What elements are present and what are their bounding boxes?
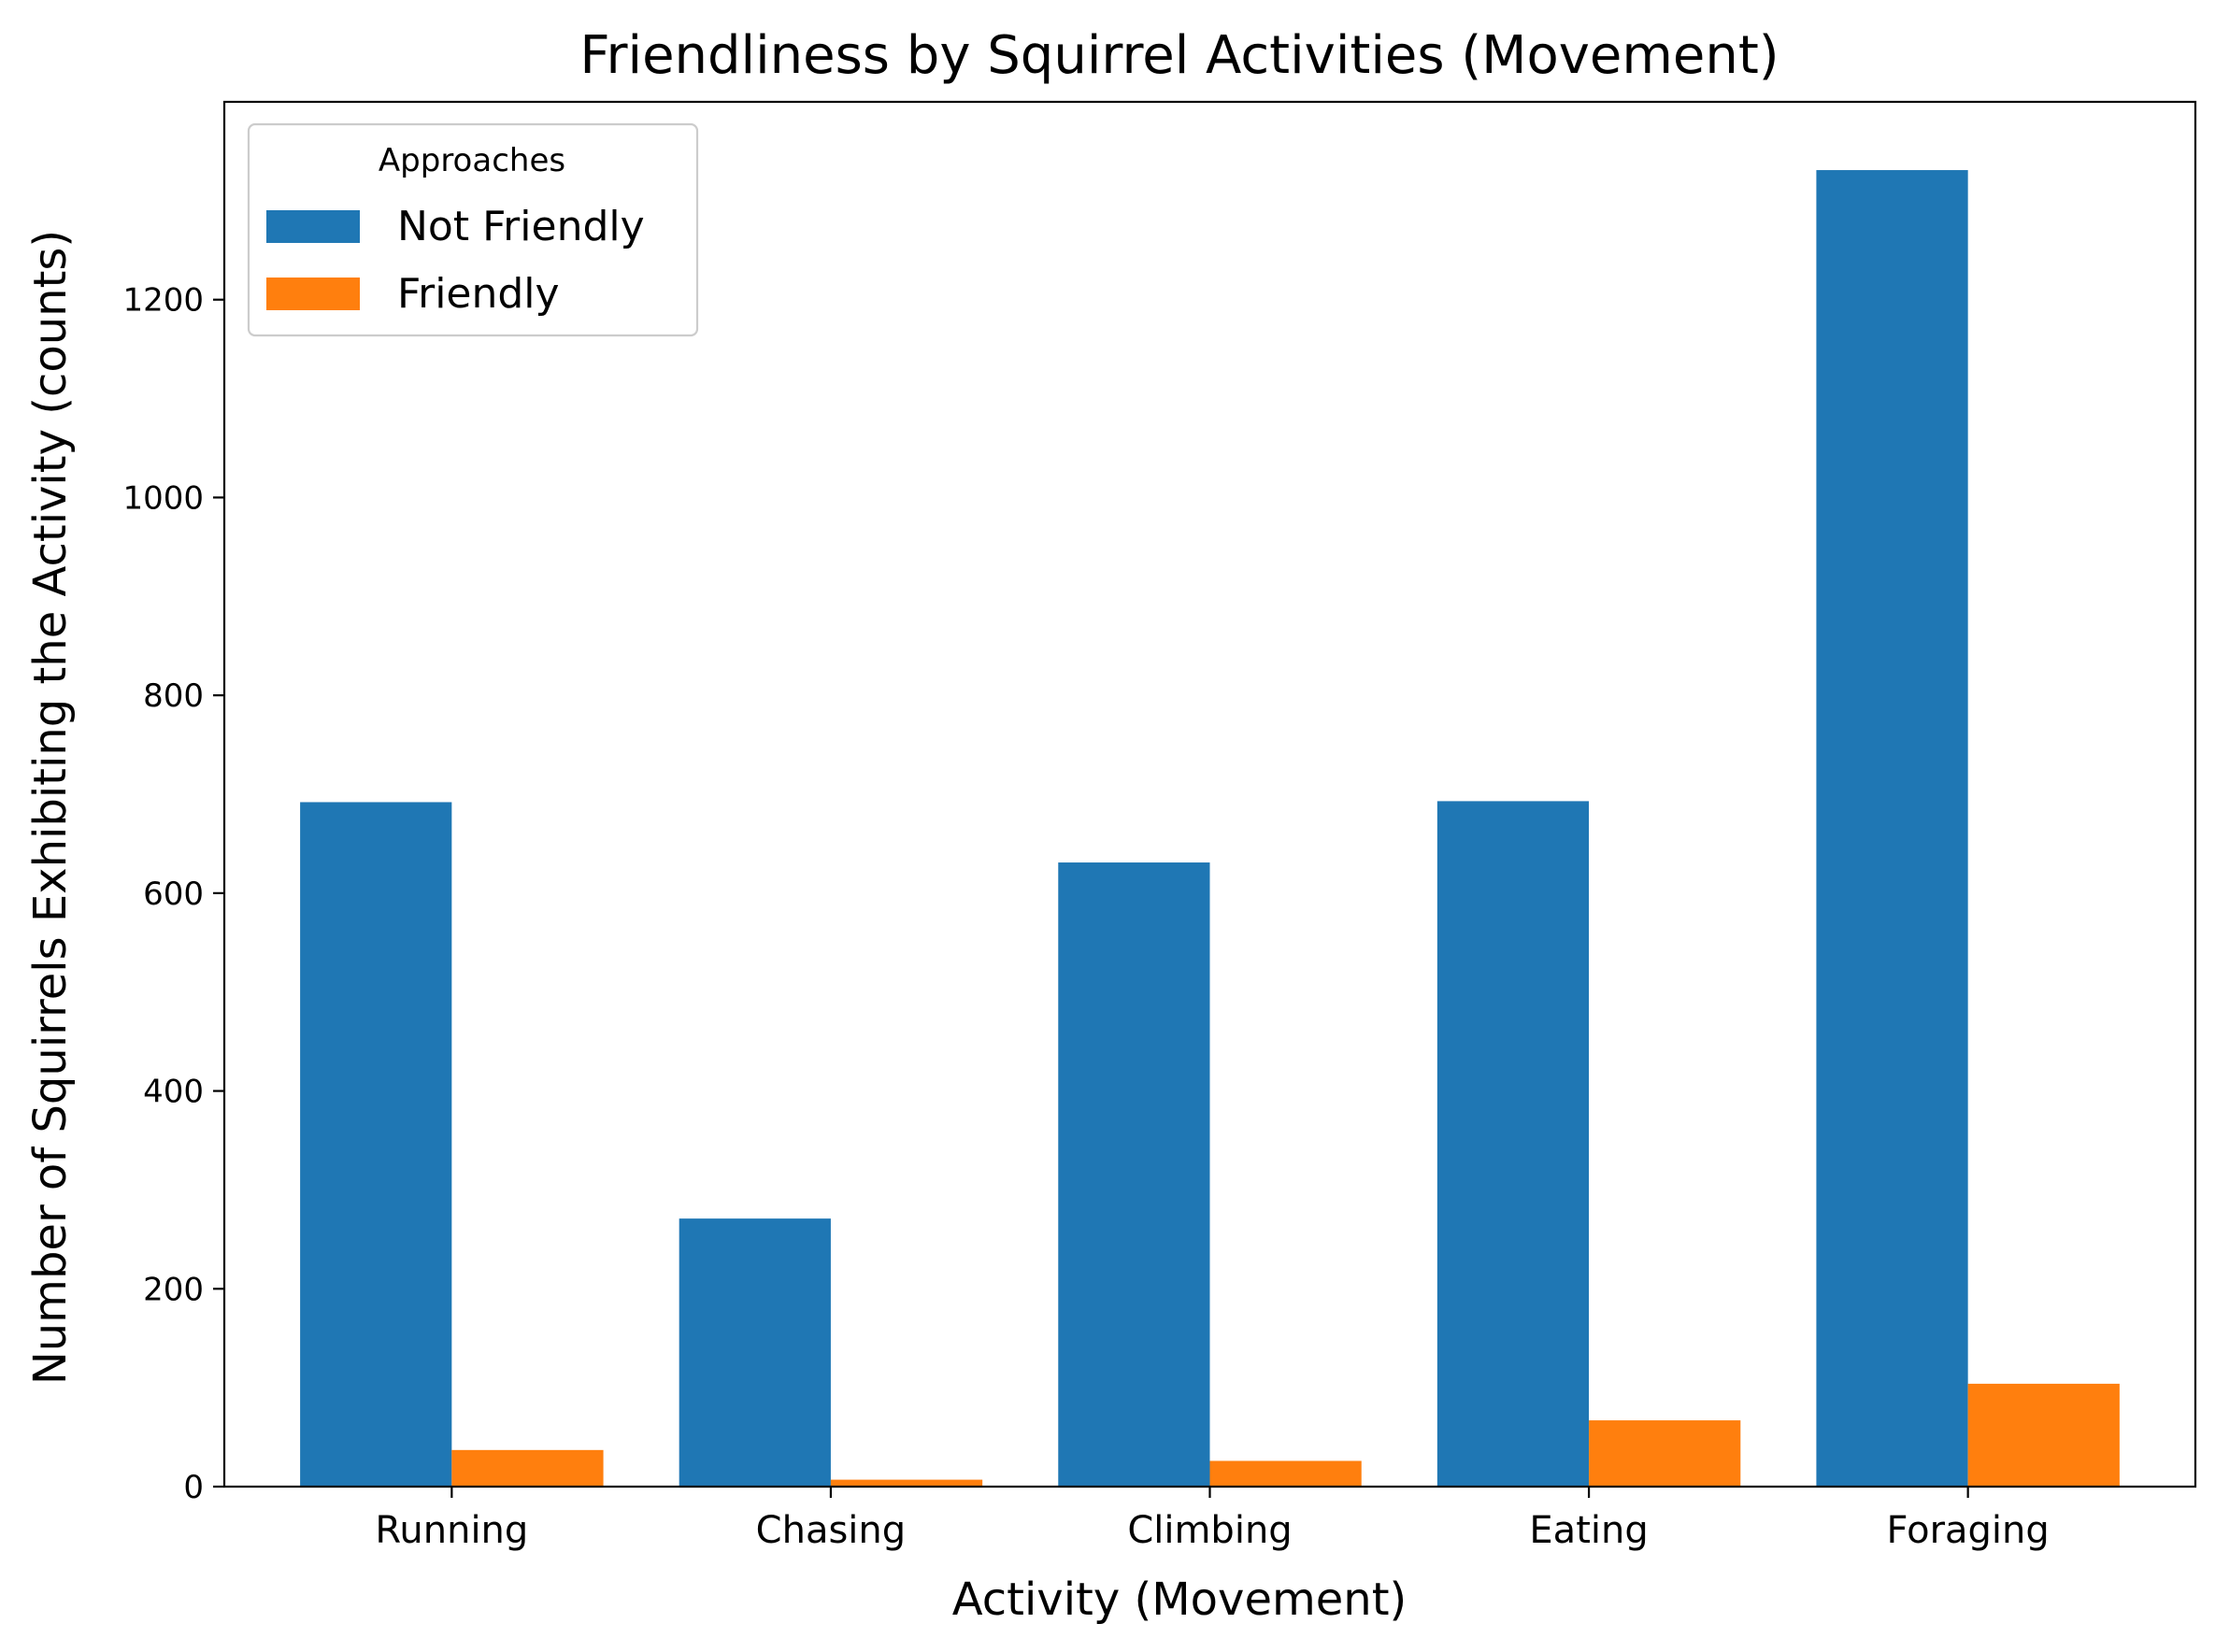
bar-not-friendly-eating bbox=[1436, 801, 1590, 1487]
legend: Approaches Not Friendly Friendly bbox=[247, 122, 699, 337]
legend-box bbox=[247, 122, 699, 337]
y-tick-label-200: 200 bbox=[143, 1271, 204, 1308]
y-tick-label-1000: 1000 bbox=[122, 479, 204, 517]
bar-not-friendly-climbing bbox=[1058, 862, 1210, 1487]
plot-area: 0 200 400 600 800 1000 1200 Running Chasing Clim… bbox=[122, 100, 2197, 1552]
x-tick-label-running: Running bbox=[375, 1509, 528, 1552]
bar-friendly-eating bbox=[1589, 1420, 1741, 1487]
y-tick-label-800: 800 bbox=[143, 677, 204, 715]
legend-swatch-friendly bbox=[266, 278, 360, 310]
bar-friendly-foraging bbox=[1967, 1383, 2120, 1487]
legend-title: Approaches bbox=[379, 142, 565, 179]
plot-frame bbox=[222, 100, 2197, 1488]
x-axis: Running Chasing Climbing Eating Foraging bbox=[375, 1487, 2050, 1552]
x-axis-title: Activity (Movement) bbox=[952, 1574, 1407, 1626]
y-axis: 0 200 400 600 800 1000 1200 bbox=[122, 282, 224, 1506]
bar-not-friendly-foraging bbox=[1816, 170, 1968, 1488]
legend-label-friendly: Friendly bbox=[397, 270, 560, 318]
x-tick-label-chasing: Chasing bbox=[756, 1509, 907, 1552]
bar-friendly-climbing bbox=[1209, 1460, 1362, 1487]
y-tick-label-600: 600 bbox=[143, 876, 204, 913]
y-tick-label-0: 0 bbox=[183, 1469, 204, 1506]
x-tick-label-foraging: Foraging bbox=[1887, 1509, 2050, 1552]
x-tick-label-climbing: Climbing bbox=[1127, 1509, 1292, 1552]
y-tick-label-1200: 1200 bbox=[122, 282, 204, 320]
legend-label-not-friendly: Not Friendly bbox=[397, 203, 645, 250]
bar-not-friendly-running bbox=[300, 802, 452, 1487]
chart-title: Friendliness by Squirrel Activities (Mov… bbox=[579, 25, 1779, 86]
y-tick-label-400: 400 bbox=[143, 1074, 204, 1111]
y-axis-title: Number of Squirrels Exhibiting the Activ… bbox=[24, 230, 77, 1385]
bar-not-friendly-chasing bbox=[679, 1218, 831, 1487]
bars-group bbox=[300, 170, 2120, 1488]
bar-friendly-running bbox=[451, 1449, 604, 1487]
x-tick-label-eating: Eating bbox=[1529, 1509, 1648, 1552]
bar-friendly-chasing bbox=[830, 1479, 983, 1487]
legend-swatch-not-friendly bbox=[266, 210, 360, 243]
